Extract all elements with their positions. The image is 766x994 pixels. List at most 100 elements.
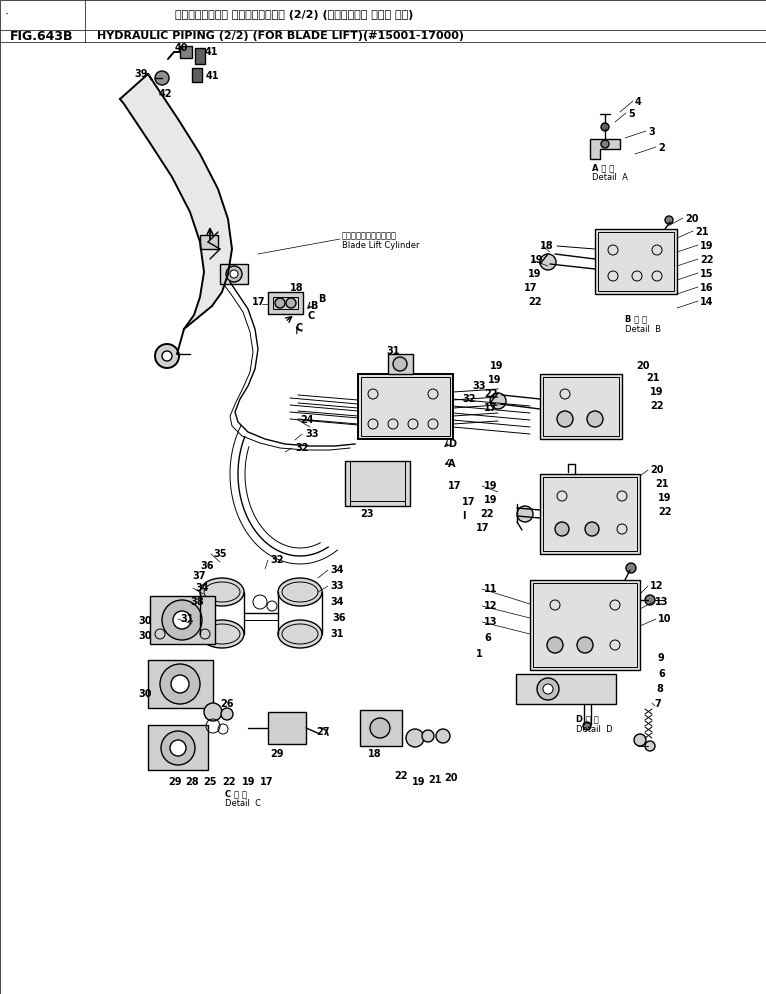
Text: 4: 4: [635, 97, 642, 107]
Text: 19: 19: [490, 361, 503, 371]
Text: 38: 38: [190, 597, 204, 607]
Text: D: D: [448, 439, 456, 449]
Text: 30: 30: [138, 631, 152, 641]
Text: 22: 22: [480, 509, 493, 519]
Circle shape: [537, 678, 559, 700]
Text: 20: 20: [636, 361, 650, 371]
Text: HYDRAULIC PIPING (2/2) (FOR BLADE LIFT)(#15001-17000): HYDRAULIC PIPING (2/2) (FOR BLADE LIFT)(…: [97, 31, 464, 41]
Bar: [540, 374, 622, 439]
Text: 32: 32: [270, 555, 283, 565]
Bar: [345, 461, 410, 506]
Text: ブレードリフトシリンダ: ブレードリフトシリンダ: [342, 232, 397, 241]
Bar: [530, 580, 640, 670]
Circle shape: [555, 522, 569, 536]
Text: 33: 33: [305, 429, 319, 439]
Text: C: C: [295, 323, 303, 333]
Text: 6: 6: [658, 669, 665, 679]
Circle shape: [162, 351, 172, 361]
Text: 19: 19: [528, 269, 542, 279]
Text: 19: 19: [700, 241, 713, 251]
Text: 22: 22: [394, 771, 408, 781]
Text: B 詳 図: B 詳 図: [625, 314, 647, 323]
Circle shape: [162, 600, 202, 640]
Bar: [540, 474, 640, 554]
Text: 10: 10: [658, 614, 672, 624]
Circle shape: [626, 563, 636, 573]
Polygon shape: [590, 139, 620, 159]
Text: 11: 11: [484, 584, 497, 594]
Text: 25: 25: [203, 777, 217, 787]
Text: 20: 20: [685, 214, 699, 224]
Text: 12: 12: [484, 601, 497, 611]
Circle shape: [160, 664, 200, 704]
Text: 17: 17: [252, 297, 266, 307]
Text: 8: 8: [656, 684, 663, 694]
Circle shape: [171, 675, 189, 693]
Text: 36: 36: [332, 613, 345, 623]
Text: 21: 21: [655, 479, 669, 489]
Text: Detail  A: Detail A: [592, 174, 628, 183]
Text: A: A: [448, 459, 456, 469]
Circle shape: [543, 684, 553, 694]
Text: 37: 37: [192, 571, 205, 581]
Text: 19: 19: [650, 387, 663, 397]
Text: 17: 17: [476, 523, 489, 533]
Text: 34: 34: [195, 583, 208, 593]
Text: FIG.643B: FIG.643B: [10, 30, 74, 43]
Bar: [358, 374, 453, 439]
Text: 3: 3: [648, 127, 655, 137]
Polygon shape: [120, 74, 232, 329]
Ellipse shape: [278, 578, 322, 606]
Text: 42: 42: [159, 89, 172, 99]
Text: Blade Lift Cylinder: Blade Lift Cylinder: [342, 242, 420, 250]
Text: 31: 31: [180, 614, 194, 624]
Text: 39: 39: [135, 69, 148, 79]
Text: 24: 24: [300, 415, 313, 425]
Circle shape: [406, 729, 424, 747]
Circle shape: [275, 298, 285, 308]
Bar: [516, 674, 616, 704]
Circle shape: [393, 357, 407, 371]
Circle shape: [601, 123, 609, 131]
Circle shape: [155, 71, 169, 85]
Text: 32: 32: [462, 394, 476, 404]
Circle shape: [645, 741, 655, 751]
Circle shape: [645, 595, 655, 605]
Circle shape: [436, 729, 450, 743]
Text: 9: 9: [658, 653, 665, 663]
Text: 17: 17: [448, 481, 461, 491]
Bar: [533, 583, 637, 667]
Bar: [148, 660, 213, 708]
Text: 18: 18: [540, 241, 554, 251]
Circle shape: [540, 254, 556, 270]
Text: 30: 30: [138, 689, 152, 699]
Bar: [195, 48, 205, 64]
Bar: [543, 477, 637, 551]
Text: 15: 15: [700, 269, 713, 279]
Text: 7: 7: [654, 699, 661, 709]
Text: 34: 34: [330, 597, 343, 607]
Bar: [180, 46, 192, 58]
Circle shape: [173, 611, 191, 629]
Text: 41: 41: [205, 47, 218, 57]
Text: 22: 22: [658, 507, 672, 517]
Text: 22: 22: [528, 297, 542, 307]
Text: 19: 19: [488, 375, 502, 385]
Text: 41: 41: [206, 71, 220, 81]
Circle shape: [517, 506, 533, 522]
Ellipse shape: [200, 578, 244, 606]
Circle shape: [422, 730, 434, 742]
Bar: [543, 377, 619, 436]
Text: 16: 16: [700, 283, 713, 293]
Ellipse shape: [278, 620, 322, 648]
Circle shape: [557, 411, 573, 427]
Circle shape: [583, 722, 591, 730]
Bar: [192, 68, 202, 82]
Text: 34: 34: [330, 565, 343, 575]
Circle shape: [161, 731, 195, 765]
Bar: [268, 292, 303, 314]
Text: 18: 18: [368, 749, 381, 759]
Text: 31: 31: [386, 346, 400, 356]
Circle shape: [226, 266, 242, 282]
Text: B: B: [318, 294, 326, 304]
